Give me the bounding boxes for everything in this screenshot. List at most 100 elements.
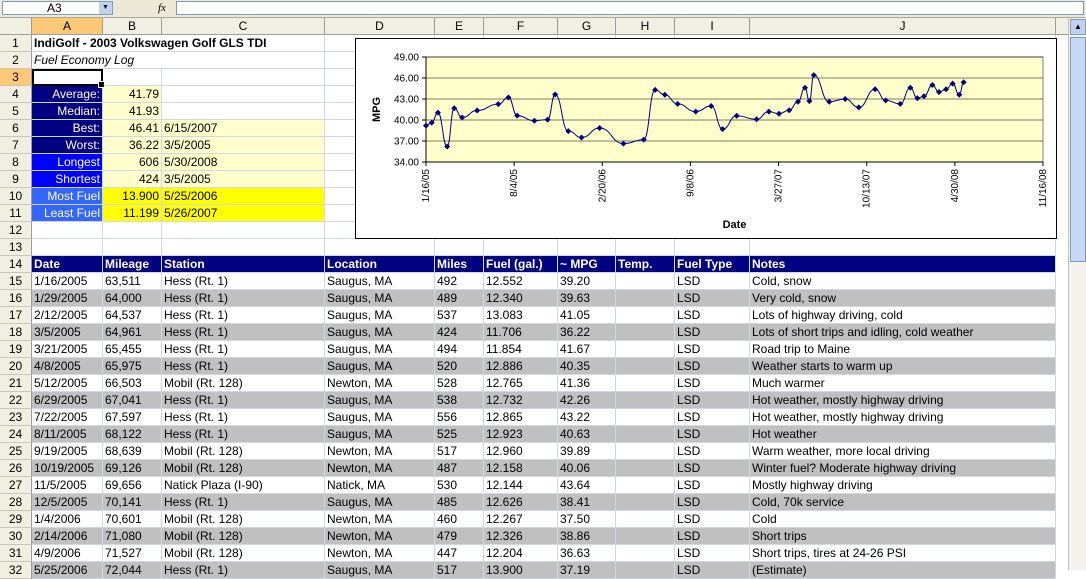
log-cell[interactable]: Saugus, MA <box>325 426 435 443</box>
log-cell[interactable]: LSD <box>675 545 750 562</box>
log-cell[interactable]: 1/16/2005 <box>32 273 103 290</box>
log-cell[interactable]: 71,527 <box>103 545 162 562</box>
log-cell[interactable]: Short trips, tires at 24-26 PSI <box>750 545 1056 562</box>
log-cell[interactable]: 447 <box>435 545 484 562</box>
stat-date[interactable]: 5/26/2007 <box>162 205 325 222</box>
log-cell[interactable]: 11.854 <box>484 341 558 358</box>
stat-date[interactable] <box>162 103 325 120</box>
log-cell[interactable]: 63,511 <box>103 273 162 290</box>
empty-cell[interactable] <box>616 239 675 256</box>
log-cell[interactable]: Mobil (Rt. 128) <box>162 528 325 545</box>
row-header-8[interactable]: 8 <box>0 154 32 171</box>
log-cell[interactable]: LSD <box>675 375 750 392</box>
log-cell[interactable]: 12.865 <box>484 409 558 426</box>
log-cell[interactable]: Road trip to Maine <box>750 341 1056 358</box>
stat-value[interactable]: 13.900 <box>103 188 162 205</box>
stat-date[interactable]: 5/25/2006 <box>162 188 325 205</box>
stat-date[interactable]: 5/30/2008 <box>162 154 325 171</box>
log-cell[interactable]: Newton, MA <box>325 511 435 528</box>
column-header-c[interactable]: C <box>162 18 325 35</box>
log-cell[interactable]: 67,597 <box>103 409 162 426</box>
log-cell[interactable]: 37.19 <box>558 562 616 579</box>
log-cell[interactable]: Mobil (Rt. 128) <box>162 443 325 460</box>
log-cell[interactable]: Mobil (Rt. 128) <box>162 375 325 392</box>
log-cell[interactable]: Hess (Rt. 1) <box>162 324 325 341</box>
stat-label[interactable]: Worst: <box>32 137 103 154</box>
column-header-d[interactable]: D <box>325 18 435 35</box>
log-cell[interactable]: 485 <box>435 494 484 511</box>
log-cell[interactable]: 2/12/2005 <box>32 307 103 324</box>
log-cell[interactable]: Hess (Rt. 1) <box>162 358 325 375</box>
empty-cell[interactable] <box>675 239 750 256</box>
log-cell[interactable]: Newton, MA <box>325 528 435 545</box>
log-cell[interactable] <box>616 562 675 579</box>
row-header-21[interactable]: 21 <box>0 375 32 392</box>
log-cell[interactable]: 41.05 <box>558 307 616 324</box>
log-cell[interactable]: 42.26 <box>558 392 616 409</box>
log-cell[interactable]: 13.083 <box>484 307 558 324</box>
row-header-19[interactable]: 19 <box>0 341 32 358</box>
log-cell[interactable] <box>616 358 675 375</box>
log-cell[interactable] <box>616 545 675 562</box>
log-cell[interactable]: Cold <box>750 511 1056 528</box>
log-cell[interactable]: Hess (Rt. 1) <box>162 290 325 307</box>
log-cell[interactable]: 525 <box>435 426 484 443</box>
column-title[interactable]: Fuel Type <box>675 256 750 273</box>
fill-handle[interactable] <box>98 81 105 88</box>
log-cell[interactable]: 40.63 <box>558 426 616 443</box>
log-cell[interactable]: LSD <box>675 511 750 528</box>
log-cell[interactable]: LSD <box>675 528 750 545</box>
log-cell[interactable]: 489 <box>435 290 484 307</box>
row-header-12[interactable]: 12 <box>0 222 32 239</box>
stat-label[interactable]: Least Fuel <box>32 205 103 222</box>
empty-cell[interactable] <box>750 239 1056 256</box>
log-cell[interactable]: LSD <box>675 426 750 443</box>
log-cell[interactable]: Warm weather, more local driving <box>750 443 1056 460</box>
log-cell[interactable]: 70,601 <box>103 511 162 528</box>
log-cell[interactable]: 528 <box>435 375 484 392</box>
log-cell[interactable]: Very cold, snow <box>750 290 1056 307</box>
log-cell[interactable]: 7/22/2005 <box>32 409 103 426</box>
log-cell[interactable]: 71,080 <box>103 528 162 545</box>
log-cell[interactable]: 2/14/2006 <box>32 528 103 545</box>
row-header-15[interactable]: 15 <box>0 273 32 290</box>
log-cell[interactable]: Mobil (Rt. 128) <box>162 545 325 562</box>
log-cell[interactable]: 69,126 <box>103 460 162 477</box>
vertical-scrollbar[interactable]: ▲ <box>1068 18 1086 570</box>
log-cell[interactable]: 12.158 <box>484 460 558 477</box>
log-cell[interactable]: 8/11/2005 <box>32 426 103 443</box>
log-cell[interactable]: LSD <box>675 409 750 426</box>
row-header-9[interactable]: 9 <box>0 171 32 188</box>
log-cell[interactable]: Hess (Rt. 1) <box>162 341 325 358</box>
log-cell[interactable] <box>616 494 675 511</box>
row-header-13[interactable]: 13 <box>0 239 32 256</box>
log-cell[interactable]: 39.20 <box>558 273 616 290</box>
mpg-chart[interactable]: 49.00 46.00 43.00 40.00 37.00 34.00 1/16/05 8/4… <box>355 38 1057 239</box>
row-header-26[interactable]: 26 <box>0 460 32 477</box>
log-cell[interactable]: 537 <box>435 307 484 324</box>
log-cell[interactable]: 517 <box>435 562 484 579</box>
log-cell[interactable]: 39.63 <box>558 290 616 307</box>
log-cell[interactable]: Lots of highway driving, cold <box>750 307 1056 324</box>
log-cell[interactable]: Newton, MA <box>325 443 435 460</box>
stat-date[interactable]: 3/5/2005 <box>162 137 325 154</box>
log-cell[interactable]: 12.960 <box>484 443 558 460</box>
stat-label[interactable]: Average: <box>32 86 103 103</box>
log-cell[interactable]: 41.36 <box>558 375 616 392</box>
log-cell[interactable]: Newton, MA <box>325 545 435 562</box>
log-cell[interactable]: 38.86 <box>558 528 616 545</box>
column-title[interactable]: Location <box>325 256 435 273</box>
log-cell[interactable]: LSD <box>675 443 750 460</box>
row-header-11[interactable]: 11 <box>0 205 32 222</box>
log-cell[interactable]: 12.552 <box>484 273 558 290</box>
row-header-31[interactable]: 31 <box>0 545 32 562</box>
row-header-16[interactable]: 16 <box>0 290 32 307</box>
column-title[interactable]: Date <box>32 256 103 273</box>
log-cell[interactable]: 530 <box>435 477 484 494</box>
log-cell[interactable]: 5/12/2005 <box>32 375 103 392</box>
scroll-up-icon[interactable]: ▲ <box>1070 19 1086 35</box>
log-cell[interactable]: 65,975 <box>103 358 162 375</box>
log-cell[interactable]: LSD <box>675 324 750 341</box>
function-icon[interactable]: fx <box>158 2 166 14</box>
log-cell[interactable]: 70,141 <box>103 494 162 511</box>
